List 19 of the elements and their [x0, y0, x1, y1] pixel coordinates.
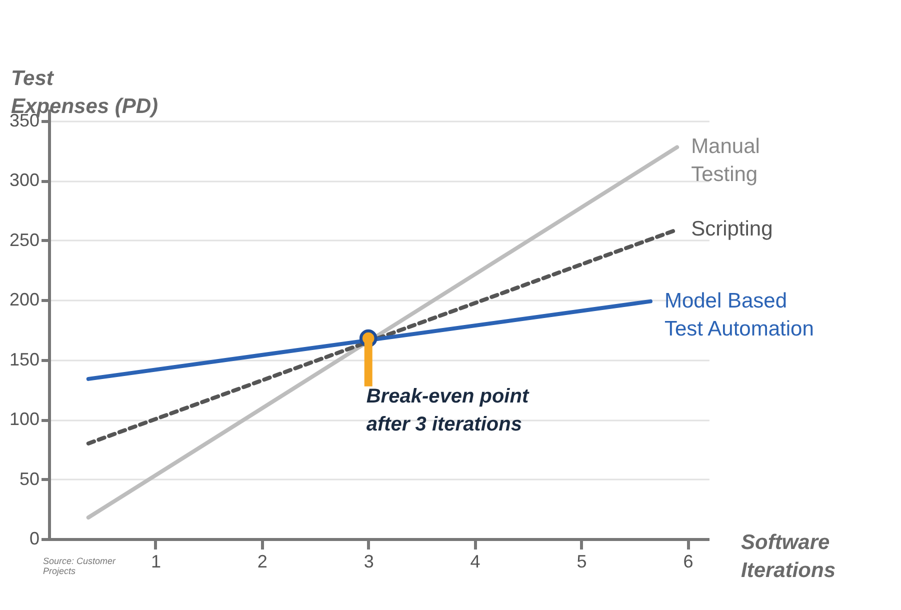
x-tick-label: 4: [470, 552, 480, 572]
x-tick-label: 1: [150, 552, 161, 572]
y-tick-label: 100: [9, 409, 40, 430]
x-tick-label: 6: [683, 552, 694, 572]
x-tick-label: 5: [576, 552, 587, 572]
y-tick-label: 200: [9, 290, 40, 310]
y-tick-label: 0: [29, 528, 40, 548]
series-label: Scripting: [691, 218, 773, 241]
y-tick-label: 150: [9, 349, 40, 370]
y-tick-label: 50: [19, 468, 40, 489]
source-note: Source: Customer Projects: [43, 556, 117, 576]
series-label: Model Based Test Automation: [664, 289, 814, 340]
series-label: Manual Testing: [691, 135, 760, 186]
x-axis-title: Software Iterations: [741, 531, 836, 582]
y-tick-label: 300: [9, 170, 40, 190]
x-tick-label: 2: [257, 552, 268, 572]
x-tick-label: 3: [364, 552, 374, 572]
y-tick-label: 250: [9, 230, 40, 250]
annotation: Break-even point after 3 iterations: [366, 385, 530, 436]
